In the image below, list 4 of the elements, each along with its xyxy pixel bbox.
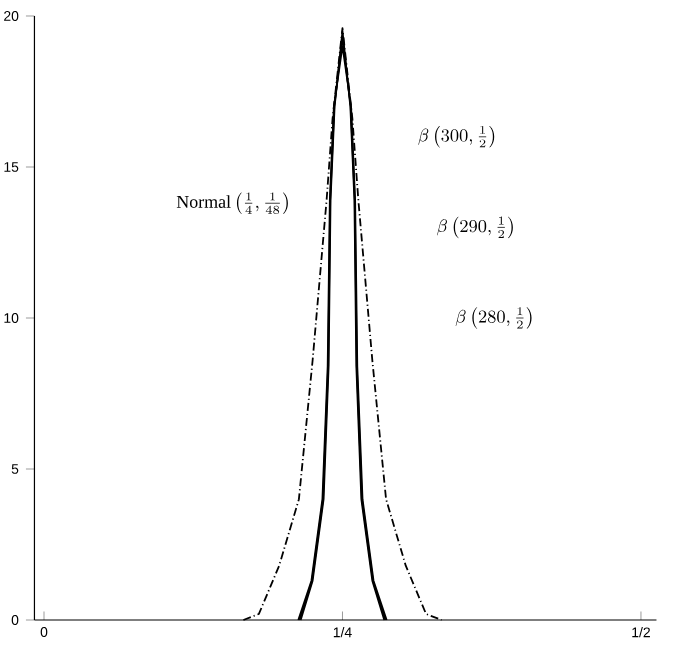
annotation: $\beta\left(300,\tfrac{1}{2}\right)$ bbox=[418, 125, 495, 148]
annotation: $\beta\left(280,\tfrac{1}{2}\right)$ bbox=[455, 307, 532, 329]
annotation: $\beta\left(290,\tfrac{1}{2}\right)$ bbox=[437, 216, 513, 239]
annotation: $\mathrm{Normal}\left(\tfrac{1}{4},\tfrac{1}{48}\right)$ bbox=[176, 192, 288, 215]
